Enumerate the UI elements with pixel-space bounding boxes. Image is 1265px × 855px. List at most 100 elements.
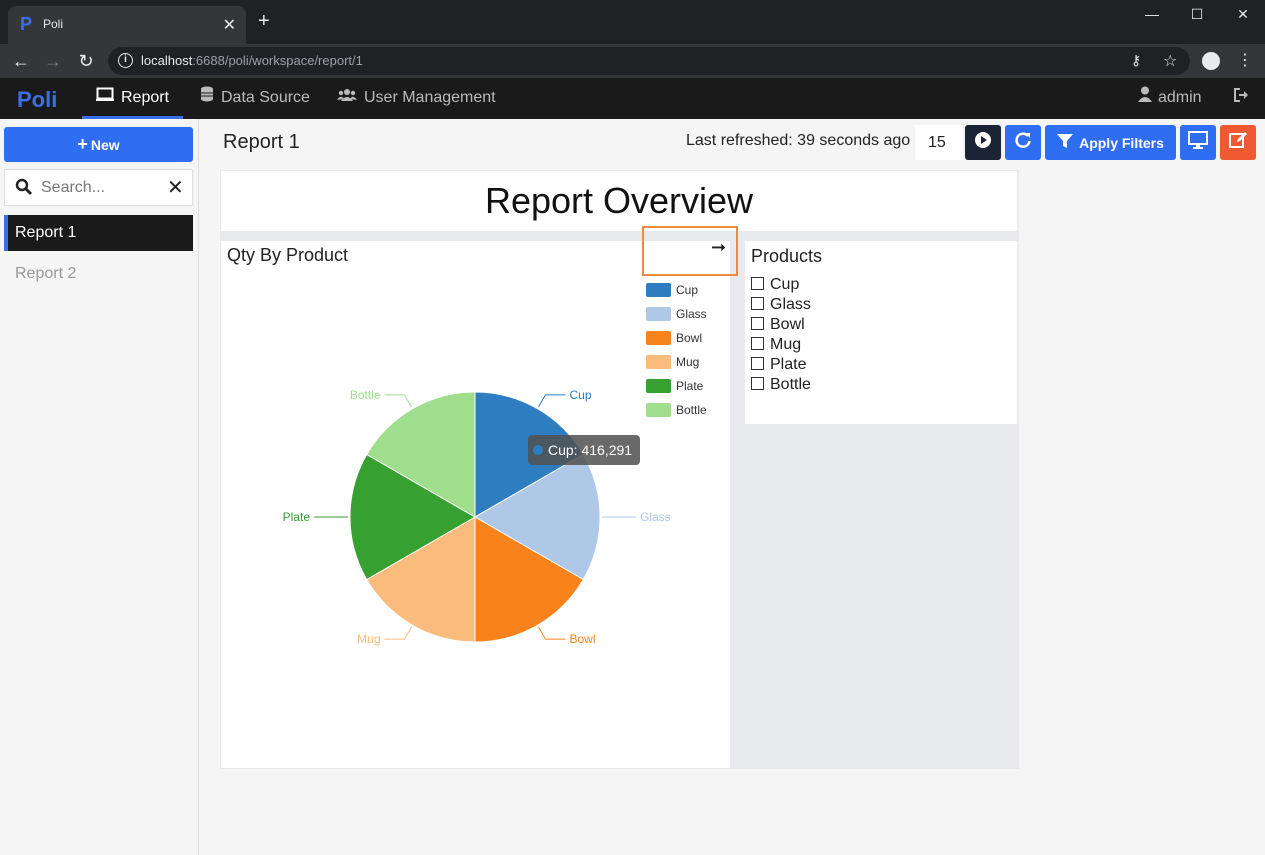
filter-option-label: Glass: [770, 296, 811, 313]
new-tab-icon[interactable]: +: [258, 10, 270, 32]
window-close-icon[interactable]: ✕: [1237, 6, 1249, 22]
pie-slice-bottle[interactable]: [366, 391, 476, 518]
slice-label-bottle: Bottle: [350, 388, 381, 402]
nav-item-data-source[interactable]: Data Source: [186, 78, 324, 119]
chart-title: Qty By Product: [227, 245, 349, 265]
tab-title: Poli: [43, 17, 64, 31]
legend-swatch-glass[interactable]: [646, 307, 671, 321]
nav-item-user-management[interactable]: User Management: [323, 78, 510, 119]
browser-toolbar: ← → ↻ i localhost:6688/poli/workspace/re…: [0, 44, 1265, 78]
profile-avatar-icon[interactable]: [1202, 52, 1220, 70]
filter-title: Products: [751, 246, 823, 266]
legend-swatch-bowl[interactable]: [646, 331, 671, 345]
users-icon: [337, 78, 357, 118]
refresh-icon: [1014, 131, 1032, 154]
sidebar-item-report-2[interactable]: Report 2: [15, 265, 77, 282]
filter-option-mug[interactable]: Mug: [751, 335, 801, 355]
forward-icon[interactable]: →: [44, 51, 62, 71]
play-icon: [974, 131, 992, 154]
pie-slice-bowl[interactable]: [474, 516, 584, 643]
sidebar-item-report-1[interactable]: Report 1: [4, 215, 193, 251]
legend-label-plate[interactable]: Plate: [676, 379, 704, 393]
label-line-bottle: [384, 394, 412, 408]
plus-icon: +: [77, 134, 88, 154]
tooltip-text: Cup: 416,291: [548, 442, 632, 458]
filter-option-bottle[interactable]: Bottle: [751, 375, 811, 395]
pie-slice-mug[interactable]: [366, 516, 476, 643]
monitor-icon: [1188, 131, 1208, 154]
nav-item-label: Report: [121, 89, 170, 106]
brand-logo[interactable]: Poli: [17, 87, 58, 112]
filter-option-cup[interactable]: Cup: [751, 275, 799, 295]
minimize-icon[interactable]: —: [1145, 6, 1159, 22]
legend-swatch-mug[interactable]: [646, 355, 671, 369]
page-title: Report 1: [223, 131, 300, 153]
label-line-cup: [538, 394, 566, 408]
chart-tooltip: Cup: 416,291: [528, 435, 640, 465]
legend-label-glass[interactable]: Glass: [676, 307, 707, 321]
legend-label-mug[interactable]: Mug: [676, 355, 699, 369]
refresh-interval-input[interactable]: [915, 125, 963, 160]
filter-option-label: Mug: [770, 336, 802, 353]
legend-swatch-plate[interactable]: [646, 379, 671, 393]
slice-label-plate: Plate: [283, 510, 311, 524]
nav-item-label: User Management: [364, 89, 496, 106]
report-overview-title: Report Overview: [221, 171, 1017, 231]
reload-icon[interactable]: ↻: [78, 51, 94, 71]
legend-label-bowl[interactable]: Bowl: [676, 331, 702, 345]
filter-option-glass[interactable]: Glass: [751, 295, 811, 315]
site-info-icon[interactable]: i: [118, 53, 133, 68]
checkbox[interactable]: [751, 357, 764, 370]
monitor-icon: [96, 78, 114, 118]
key-icon[interactable]: ⚷: [1131, 52, 1142, 68]
logout-icon[interactable]: [1234, 78, 1250, 118]
legend-label-bottle[interactable]: Bottle: [676, 403, 707, 417]
user-name: admin: [1158, 89, 1202, 106]
checkbox[interactable]: [751, 377, 764, 390]
filter-option-label: Bowl: [770, 316, 805, 333]
legend-swatch-cup[interactable]: [646, 283, 671, 297]
filter-option-plate[interactable]: Plate: [751, 355, 806, 375]
pie-chart: Cup Cup Glass Glass Bowl Bowl Mug Mug Plate Plate…: [283, 283, 707, 646]
back-icon[interactable]: ←: [12, 51, 30, 71]
tab-close-icon[interactable]: ✕: [222, 17, 236, 34]
checkbox[interactable]: [751, 317, 764, 330]
last-refreshed-text: Last refreshed: 39 seconds ago: [686, 132, 911, 149]
search-input[interactable]: [41, 174, 161, 202]
bookmark-star-icon[interactable]: ☆: [1163, 53, 1178, 70]
checkbox[interactable]: [751, 297, 764, 310]
filter-option-label: Bottle: [770, 376, 811, 393]
tooltip-marker: [533, 445, 543, 455]
user-icon: [1138, 78, 1152, 118]
app-navbar: Poli Report Data Source User Management …: [0, 78, 1265, 119]
auto-refresh-play-button[interactable]: [965, 125, 1001, 160]
apply-filters-button[interactable]: Apply Filters: [1045, 125, 1176, 160]
nav-item-report[interactable]: Report: [82, 78, 184, 119]
edit-report-button[interactable]: [1220, 125, 1256, 160]
slice-label-bowl: Bowl: [570, 632, 596, 646]
browser-menu-icon[interactable]: ⋮: [1237, 52, 1253, 69]
filter-icon: [1057, 133, 1074, 152]
address-bar[interactable]: i localhost:6688/poli/workspace/report/1…: [108, 47, 1190, 75]
search-box: ✕: [4, 169, 193, 206]
clear-search-icon[interactable]: ✕: [167, 177, 184, 199]
expand-chart-button[interactable]: ➞: [642, 226, 738, 276]
apply-filters-label: Apply Filters: [1079, 134, 1164, 151]
legend-swatch-bottle[interactable]: [646, 403, 671, 417]
report-canvas: Report Overview Qty By Product ➞ Cup Cup G…: [220, 170, 1019, 769]
refresh-button[interactable]: [1005, 125, 1041, 160]
slice-label-cup: Cup: [570, 388, 592, 402]
url-text: localhost:6688/poli/workspace/report/1: [141, 53, 363, 68]
new-report-button[interactable]: + New: [4, 127, 193, 162]
legend-label-cup[interactable]: Cup: [676, 283, 698, 297]
filter-option-bowl[interactable]: Bowl: [751, 315, 805, 335]
maximize-icon[interactable]: ☐: [1190, 6, 1204, 22]
chart-widget: Qty By Product ➞ Cup Cup Glass Glass Bowl Bow…: [221, 226, 738, 768]
pie-slice-plate[interactable]: [349, 453, 476, 581]
checkbox[interactable]: [751, 277, 764, 290]
user-menu[interactable]: admin: [1138, 78, 1202, 118]
browser-tab[interactable]: P Poli ✕: [8, 6, 246, 44]
checkbox[interactable]: [751, 337, 764, 350]
slice-label-glass: Glass: [640, 510, 671, 524]
fullscreen-button[interactable]: [1180, 125, 1216, 160]
